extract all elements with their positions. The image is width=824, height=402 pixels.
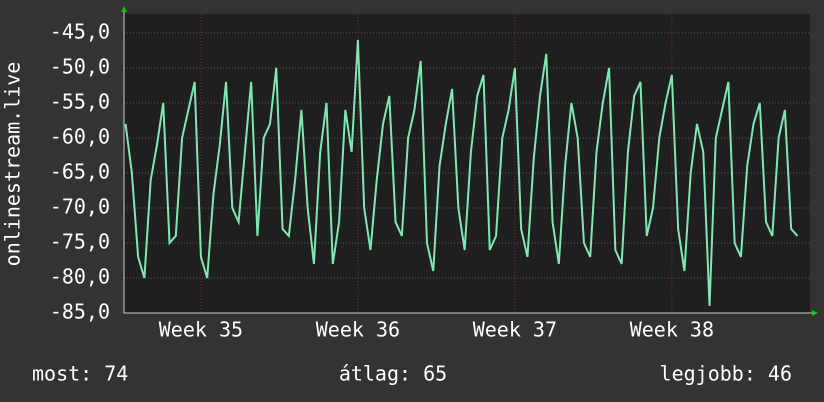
x-tick-label: Week 38: [630, 318, 714, 342]
y-tick-label: -85,0: [50, 300, 110, 324]
y-tick-label: -60,0: [50, 124, 110, 148]
y-tick-label: -80,0: [50, 264, 110, 288]
y-tick-label: -50,0: [50, 54, 110, 78]
y-tick-label: -45,0: [50, 19, 110, 43]
y-axis-arrow: [121, 6, 127, 12]
footer-last: most: 74: [32, 362, 128, 386]
x-tick-label: Week 37: [473, 318, 557, 342]
y-tick-label: -65,0: [50, 159, 110, 183]
x-axis-arrow: [812, 310, 818, 316]
footer-average: átlag: 65: [339, 362, 447, 386]
y-tick-label: -70,0: [50, 194, 110, 218]
footer-best: legjobb: 46: [660, 362, 792, 386]
x-tick-label: Week 36: [316, 318, 400, 342]
x-tick-label: Week 35: [159, 318, 243, 342]
series-line: [124, 39, 799, 307]
y-tick-label: -55,0: [50, 89, 110, 113]
y-axis-label: onlinestream.live: [1, 62, 25, 267]
plot-area: [124, 14, 810, 313]
y-tick-label: -75,0: [50, 229, 110, 253]
